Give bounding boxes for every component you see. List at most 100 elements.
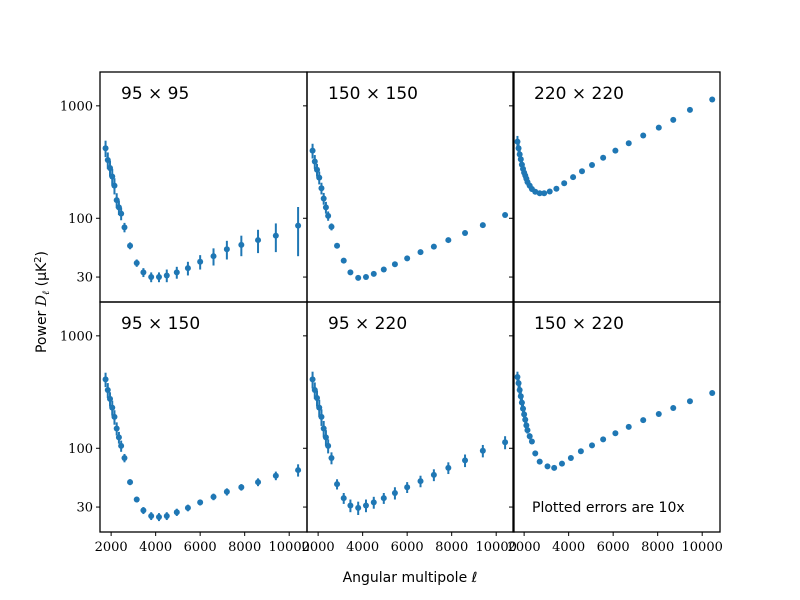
x-tick-label: 4000 (552, 540, 585, 555)
data-point (417, 478, 424, 485)
data-point (121, 224, 128, 231)
data-point (316, 404, 323, 411)
data-point (210, 493, 217, 500)
x-tick-label: 4000 (139, 540, 172, 555)
data-point (380, 495, 387, 502)
panels-grid: 95 × 95 30 100 1000 150 × 150 220 × 220 95 × 1… (60, 71, 723, 555)
data-point (370, 499, 377, 506)
panel-title: 150 × 150 (328, 84, 418, 104)
data-point (115, 434, 122, 441)
data-point (111, 413, 118, 420)
x-tick-label: 10000 (476, 540, 517, 555)
data-point (314, 166, 321, 173)
data-point (295, 222, 302, 229)
data-point (322, 434, 329, 441)
data-point (502, 439, 509, 446)
data-point (118, 442, 125, 449)
data-point (600, 436, 607, 443)
data-point (370, 270, 377, 277)
panel-95-220: 95 × 220 2000 4000 6000 8000 10000 (302, 301, 517, 555)
data-point (670, 116, 677, 123)
data-point (140, 507, 147, 514)
data-point (318, 413, 325, 420)
data-point (173, 269, 180, 276)
y-tick-label: 100 (68, 442, 93, 457)
data-point (133, 260, 140, 267)
panel-150-220: 150 × 220 2000 4000 6000 8000 10000 (508, 301, 723, 555)
data-point (517, 393, 524, 400)
data-point (362, 502, 369, 509)
x-tick-label: 6000 (391, 540, 424, 555)
data-point (223, 246, 230, 253)
data-point (479, 447, 486, 454)
data-point (528, 438, 535, 445)
data-point (558, 460, 565, 467)
data-point (328, 454, 335, 461)
data-point (640, 132, 647, 139)
data-point (311, 158, 318, 165)
data-point (104, 386, 111, 393)
data-point (541, 190, 548, 197)
panel-95-150: 95 × 150 30 100 1000 2000 4000 6000 8000 10000 (60, 301, 310, 555)
data-point (238, 484, 245, 491)
x-tick-label: 2000 (302, 540, 335, 555)
data-point (612, 147, 619, 154)
data-point (320, 195, 327, 202)
data-point (140, 269, 147, 276)
data-point (309, 147, 316, 154)
data-point (686, 106, 693, 113)
data-point (295, 467, 302, 474)
data-point (546, 188, 553, 195)
x-tick-label: 2000 (95, 540, 128, 555)
panel-frame (512, 301, 721, 533)
data-point (347, 269, 354, 276)
data-point (255, 479, 262, 486)
panel-220-220: 220 × 220 (509, 71, 721, 303)
panel-title: 150 × 220 (534, 314, 624, 334)
data-point (522, 416, 529, 423)
y-axis-title: Power Dℓ (μK2) (33, 251, 52, 353)
data-point (197, 499, 204, 506)
panel-title: 95 × 95 (121, 84, 189, 104)
data-point (109, 404, 116, 411)
y-tick-label: 1000 (60, 99, 93, 114)
data-point (184, 265, 191, 272)
data-point (536, 458, 543, 465)
data-point (340, 257, 347, 264)
data-point (362, 274, 369, 281)
data-point (355, 274, 362, 281)
data-point (318, 185, 325, 192)
data-point (655, 410, 662, 417)
data-point (518, 399, 525, 406)
x-tick-label: 8000 (435, 540, 468, 555)
data-point (536, 190, 543, 197)
data-point (325, 442, 332, 449)
data-point (544, 463, 551, 470)
data-point (380, 266, 387, 273)
data-point (148, 274, 155, 281)
data-point (322, 204, 329, 211)
data-point (109, 173, 116, 180)
data-point (111, 182, 118, 189)
data-point (551, 464, 558, 471)
data-point (417, 249, 424, 256)
data-point (391, 261, 398, 268)
y-tick-label: 1000 (60, 329, 93, 344)
data-point (155, 274, 162, 281)
data-point (328, 223, 335, 230)
data-point (523, 422, 530, 429)
data-point (502, 211, 509, 218)
panel-frame (306, 301, 515, 533)
data-point (223, 488, 230, 495)
data-point (121, 454, 128, 461)
data-point (553, 185, 560, 192)
data-point (670, 405, 677, 412)
data-point (612, 430, 619, 437)
data-point (238, 241, 245, 248)
x-tick-label: 6000 (184, 540, 217, 555)
data-point (102, 376, 109, 383)
data-point (462, 229, 469, 236)
data-point (148, 512, 155, 519)
data-point (255, 237, 262, 244)
